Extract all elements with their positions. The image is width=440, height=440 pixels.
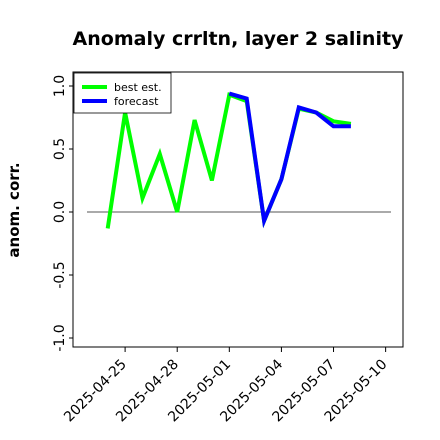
y-tick-label: 0.0 (52, 201, 68, 223)
legend-entry: best est. (114, 81, 162, 94)
legend-entry: forecast (114, 95, 159, 108)
series-line-best-est (105, 92, 352, 229)
chart-title: Anomaly crrltn, layer 2 salinity (73, 28, 404, 50)
y-tick-label: 0.5 (52, 138, 68, 160)
legend-box (73, 72, 172, 114)
legend: best est.forecast (73, 72, 172, 114)
y-tick-label: -0.5 (52, 261, 68, 288)
y-tick-label: 1.0 (52, 75, 68, 97)
series-line-forecast (228, 91, 351, 229)
plot-area: 1.00.50.0-0.5-1.02025-04-252025-04-28202… (52, 71, 404, 425)
plot-frame (72, 71, 404, 348)
y-axis-label: anom. corr. (5, 162, 23, 257)
y-tick-label: -1.0 (52, 324, 68, 351)
